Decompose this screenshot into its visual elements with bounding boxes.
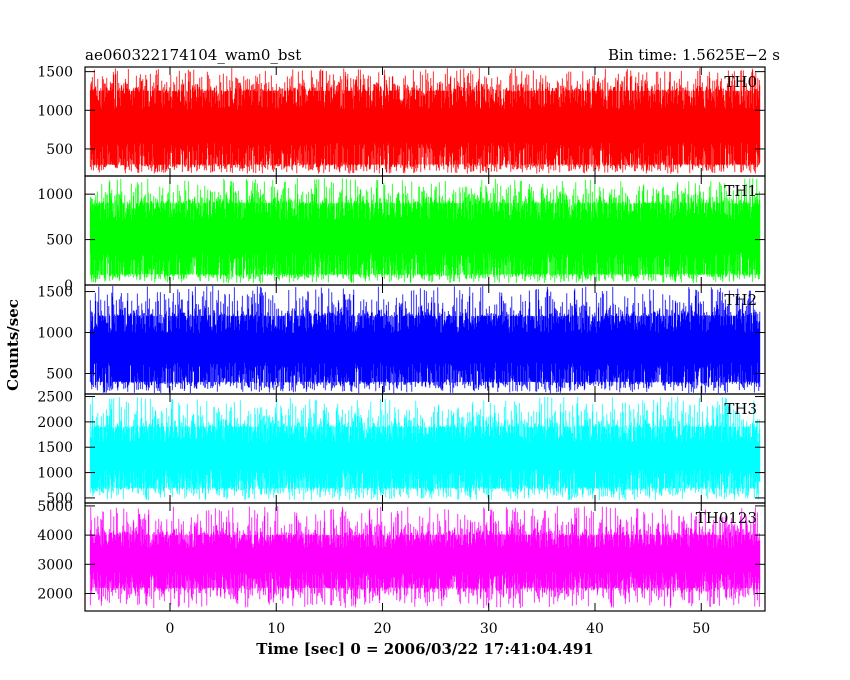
series-label: TH0 bbox=[724, 73, 757, 91]
y-tick-label: 4000 bbox=[37, 528, 73, 544]
y-tick-label: 1000 bbox=[37, 103, 73, 119]
bin-time-label: Bin time: 1.5625E−2 s bbox=[608, 46, 780, 64]
series-line-th2 bbox=[89, 286, 761, 393]
y-tick-label: 1000 bbox=[37, 187, 73, 203]
y-tick-label: 500 bbox=[46, 367, 73, 383]
y-tick-label: 1000 bbox=[37, 466, 73, 482]
chart-title: ae060322174104_wam0_bst bbox=[85, 46, 301, 64]
series-label: TH1 bbox=[724, 182, 757, 200]
series-line-th0123 bbox=[89, 506, 761, 609]
panel-th2: 500 1000 1500 TH2 bbox=[37, 284, 766, 395]
x-tick-label: 20 bbox=[374, 621, 392, 637]
x-tick-label: 40 bbox=[586, 621, 604, 637]
y-tick-label: 0 bbox=[64, 278, 73, 294]
panel-th3: 500 1000 1500 2000 2500 TH3 bbox=[37, 390, 766, 507]
x-tick-label: 10 bbox=[267, 621, 285, 637]
x-tick-label: 30 bbox=[480, 621, 498, 637]
panel-frame bbox=[84, 502, 766, 612]
x-tick-label: 0 bbox=[166, 621, 175, 637]
y-tick-label: 5000 bbox=[37, 499, 73, 515]
x-tick-label: 50 bbox=[692, 621, 710, 637]
y-tick-label: 500 bbox=[46, 491, 73, 507]
y-axis-label: Counts/sec bbox=[4, 299, 22, 391]
series-line-th3 bbox=[89, 396, 761, 501]
y-tick-label: 2000 bbox=[37, 586, 73, 602]
panel-th1: 0 500 1000 TH1 bbox=[37, 175, 766, 294]
y-tick-label: 3000 bbox=[37, 557, 73, 573]
panel-th0123: 2000 3000 4000 5000 TH0123 bbox=[37, 499, 766, 612]
y-tick-label: 1500 bbox=[37, 285, 73, 301]
y-tick-label: 1000 bbox=[37, 326, 73, 342]
series-line-th0 bbox=[89, 68, 761, 174]
series-line-th1 bbox=[89, 178, 761, 284]
y-tick-label: 2500 bbox=[37, 390, 73, 406]
series-label: TH3 bbox=[724, 400, 757, 418]
panel-th0: 500 1000 1500 TH0 bbox=[37, 65, 766, 177]
y-tick-label: 2000 bbox=[37, 415, 73, 431]
y-tick-label: 1500 bbox=[37, 440, 73, 456]
y-tick-label: 500 bbox=[46, 142, 73, 158]
x-axis-label: Time [sec] 0 = 2006/03/22 17:41:04.491 bbox=[256, 640, 593, 658]
series-label: TH0123 bbox=[696, 509, 757, 527]
y-tick-label: 1500 bbox=[37, 65, 73, 81]
y-tick-label: 500 bbox=[46, 233, 73, 249]
series-label: TH2 bbox=[724, 291, 757, 309]
